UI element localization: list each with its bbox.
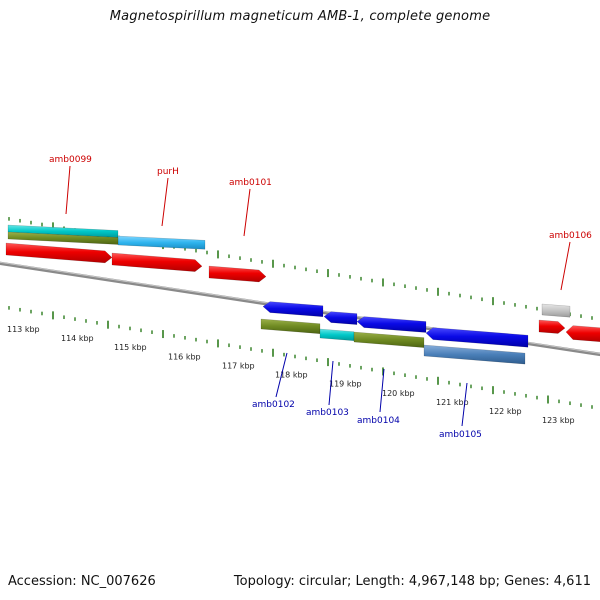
gene-leader-line bbox=[65, 165, 71, 215]
feature-sky-purh[interactable] bbox=[117, 235, 206, 250]
gene-leader-line bbox=[379, 368, 385, 413]
tick-label: 123 kbp bbox=[542, 416, 575, 425]
tick-label: 117 kbp bbox=[222, 362, 255, 371]
gene-amb0103[interactable] bbox=[323, 311, 358, 325]
gene-leader-line bbox=[461, 382, 468, 427]
gene-label-reverse[interactable]: amb0102 bbox=[252, 400, 295, 410]
gene-leader-line bbox=[560, 241, 571, 291]
gene-label-forward[interactable]: purH bbox=[157, 167, 179, 177]
feature-track[interactable] bbox=[5, 224, 600, 365]
accession-text: Accession: NC_007626 bbox=[8, 574, 156, 589]
tick-label: 121 kbp bbox=[436, 398, 469, 407]
tick-label: 115 kbp bbox=[114, 343, 147, 352]
gene-amb0107[interactable] bbox=[565, 325, 600, 342]
feature-cyan-amb0103[interactable] bbox=[319, 328, 355, 341]
gene-label-reverse[interactable]: amb0103 bbox=[306, 408, 349, 418]
genome-title: Magnetospirillum magneticum AMB-1, compl… bbox=[109, 9, 491, 24]
gene-amb0102[interactable] bbox=[262, 301, 324, 318]
gene-label-forward[interactable]: amb0101 bbox=[229, 178, 272, 188]
tick-label: 114 kbp bbox=[61, 334, 94, 343]
tick-label: 113 kbp bbox=[7, 325, 40, 334]
feature-olive-amb0102[interactable] bbox=[260, 318, 321, 334]
topology-summary: Topology: circular; Length: 4,967,148 bp… bbox=[233, 574, 591, 589]
tick-label: 119 kbp bbox=[329, 380, 362, 389]
tick-label: 118 kbp bbox=[275, 371, 308, 380]
gene-label-forward[interactable]: amb0106 bbox=[549, 231, 592, 241]
tick-label: 120 kbp bbox=[382, 389, 415, 398]
tick-row-bottom bbox=[8, 306, 593, 409]
gene-amb0101[interactable] bbox=[208, 265, 267, 283]
gene-label-forward[interactable]: amb0099 bbox=[49, 155, 92, 165]
gene-purh[interactable] bbox=[111, 252, 203, 272]
feature-olive-amb0099[interactable] bbox=[7, 231, 119, 245]
tick-label: 122 kbp bbox=[489, 407, 522, 416]
feature-steel-amb0105[interactable] bbox=[423, 344, 526, 365]
gene-amb0106-part[interactable] bbox=[538, 319, 566, 334]
gene-leader-line bbox=[328, 360, 334, 406]
gene-leader-line bbox=[161, 177, 169, 227]
gene-label-reverse[interactable]: amb0104 bbox=[357, 416, 400, 426]
gene-amb0105[interactable] bbox=[425, 327, 529, 348]
gene-amb0099[interactable] bbox=[5, 242, 113, 264]
gene-amb0104[interactable] bbox=[356, 316, 427, 333]
gene-label-reverse[interactable]: amb0105 bbox=[439, 430, 482, 440]
tick-label: 116 kbp bbox=[168, 352, 201, 361]
gene-leader-line bbox=[275, 352, 288, 398]
gene-leader-line bbox=[243, 188, 251, 237]
feature-gray[interactable] bbox=[541, 303, 571, 318]
feature-olive-amb0104[interactable] bbox=[353, 331, 425, 348]
gene-label-layer: 113 kbp 114 kbp 115 kbp 116 kbp 117 kbp 118 k… bbox=[7, 155, 592, 440]
